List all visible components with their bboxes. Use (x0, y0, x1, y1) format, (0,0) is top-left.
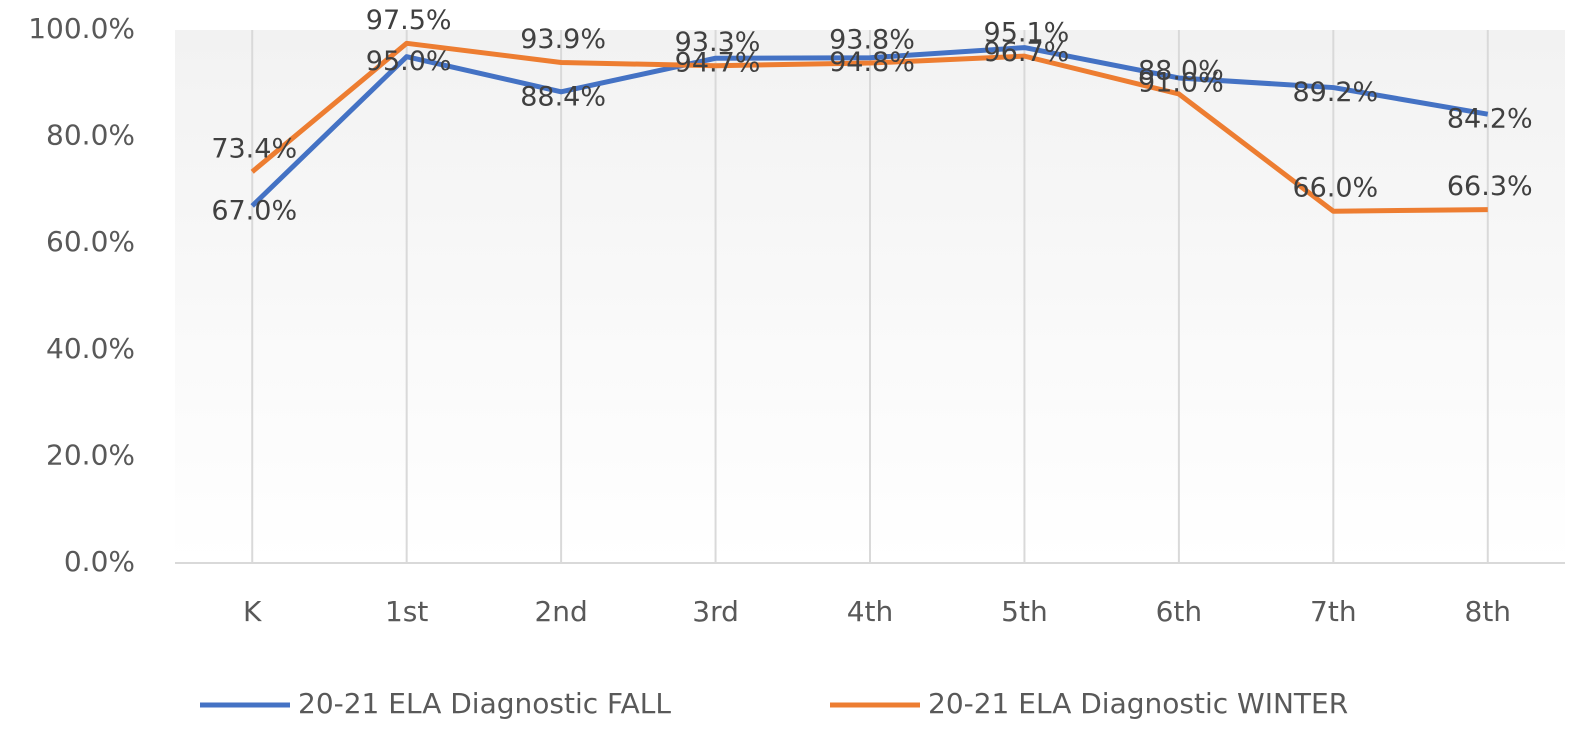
data-label: 66.3% (1447, 171, 1533, 202)
data-label: 93.8% (829, 25, 915, 56)
series-line (250, 45, 1489, 208)
x-tick-label: 2nd (534, 595, 587, 628)
data-label: 93.3% (675, 27, 761, 58)
data-label: 96.7% (984, 37, 1070, 68)
data-label: 91.0% (1138, 67, 1224, 98)
y-tick-label: 100.0% (28, 12, 135, 45)
y-tick-label: 60.0% (46, 225, 135, 258)
x-tick-label: 7th (1310, 595, 1357, 628)
legend-label: 20-21 ELA Diagnostic FALL (298, 687, 671, 720)
data-label: 93.9% (520, 24, 606, 55)
series-line (250, 40, 1488, 214)
x-tick-label: 3rd (692, 595, 739, 628)
data-label: 94.8% (829, 47, 915, 78)
y-tick-label: 80.0% (46, 119, 135, 152)
x-tick-label: 5th (1001, 595, 1048, 628)
data-label: 88.0% (1138, 55, 1224, 86)
data-label: 95.1% (984, 18, 1070, 49)
data-label: 97.5% (366, 5, 452, 36)
y-tick-label: 0.0% (64, 545, 135, 578)
data-label: 94.7% (675, 48, 761, 79)
y-tick-label: 40.0% (46, 332, 135, 365)
data-label: 88.4% (520, 81, 606, 112)
data-label: 73.4% (211, 133, 297, 164)
data-label: 84.2% (1447, 104, 1533, 135)
data-label: 66.0% (1292, 173, 1378, 204)
legend-label: 20-21 ELA Diagnostic WINTER (928, 687, 1348, 720)
x-tick-label: 4th (847, 595, 894, 628)
x-tick-label: 8th (1465, 595, 1512, 628)
y-tick-label: 20.0% (46, 438, 135, 471)
data-label: 95.0% (366, 46, 452, 77)
x-tick-label: 1st (385, 595, 428, 628)
data-label: 67.0% (211, 195, 297, 226)
x-tick-label: K (243, 595, 262, 628)
x-tick-label: 6th (1156, 595, 1203, 628)
data-label: 89.2% (1292, 77, 1378, 108)
